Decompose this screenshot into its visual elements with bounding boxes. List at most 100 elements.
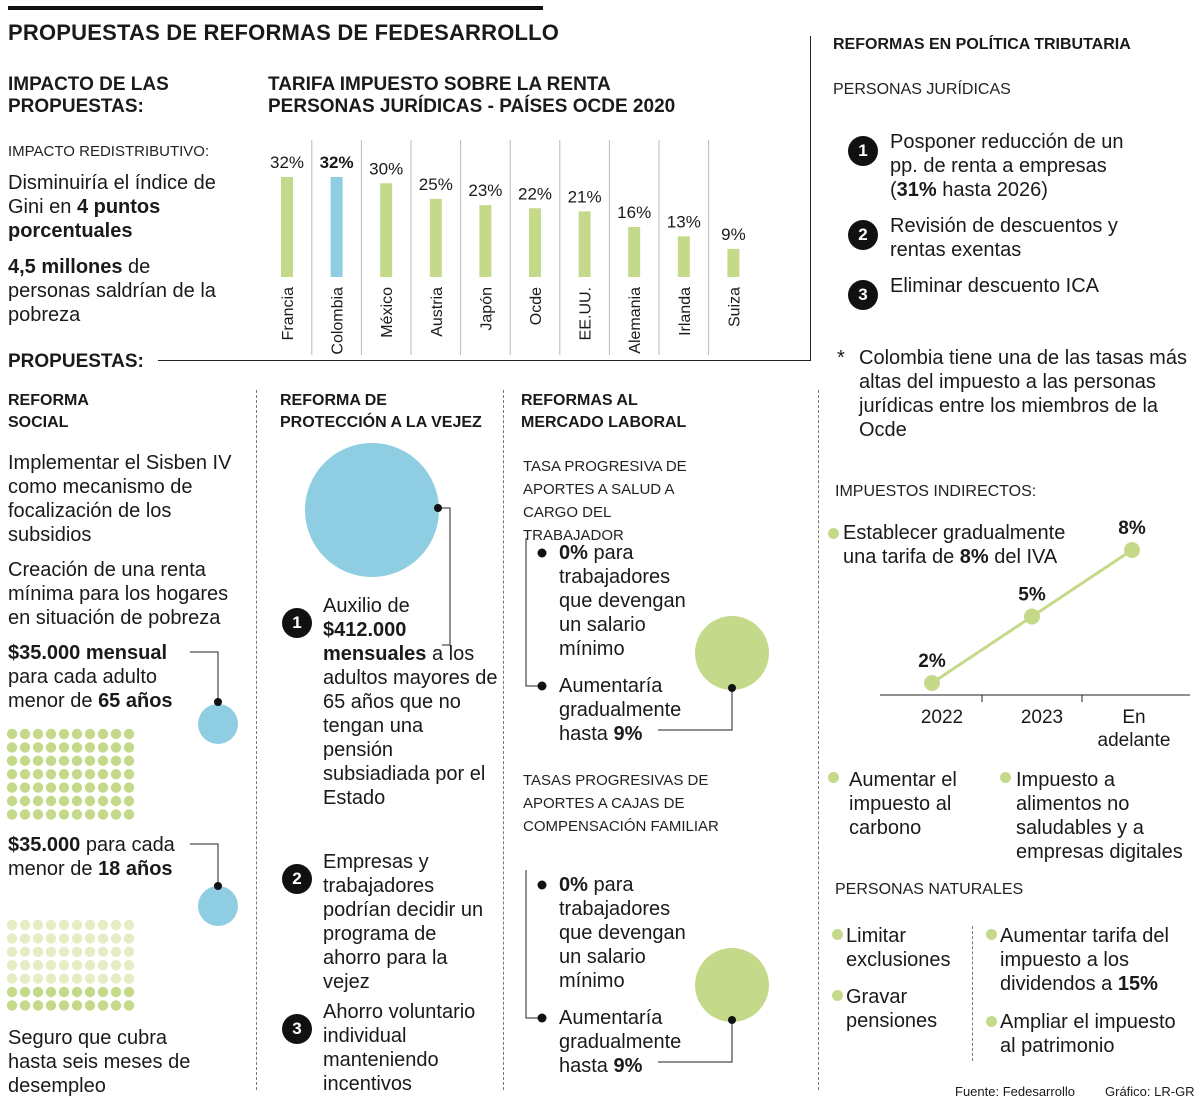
pobreza-bold: 4,5 millones bbox=[8, 256, 123, 278]
grid-dot bbox=[97, 755, 109, 766]
laboral-zero-cajas: 0% para trabajadores que devengan un sal… bbox=[559, 873, 709, 993]
grid-dot bbox=[71, 973, 83, 984]
bar-Ocde bbox=[529, 208, 541, 277]
social-p2: Creación de una renta mínima para los ho… bbox=[8, 559, 229, 629]
zero-dot bbox=[537, 880, 547, 890]
child-bubble bbox=[198, 886, 238, 926]
bar-Colombia bbox=[330, 177, 343, 277]
grid-dot bbox=[32, 809, 44, 820]
grid-dot bbox=[97, 986, 109, 998]
bar-label-Alemania: 16% bbox=[617, 203, 651, 222]
vejez-heading: REFORMA DE PROTECCIÓN A LA VEJEZ bbox=[280, 392, 482, 431]
grid-dot bbox=[6, 769, 18, 780]
bar-label-Irlanda: 13% bbox=[667, 212, 701, 231]
grid-dot bbox=[58, 1000, 70, 1011]
grid-dot bbox=[84, 973, 96, 984]
grid-dot bbox=[6, 946, 18, 957]
nine-dot bbox=[537, 681, 547, 691]
grid-dot bbox=[6, 960, 18, 971]
grid-dot bbox=[19, 1000, 31, 1011]
grid-dot bbox=[45, 1000, 57, 1011]
tributaria-heading: REFORMAS EN POLÍTICA TRIBUTARIA bbox=[833, 36, 1131, 53]
bar-label-México: 30% bbox=[369, 159, 403, 178]
naturales-label: PERSONAS NATURALES bbox=[835, 881, 1024, 898]
trib-item-bold: 31% bbox=[896, 179, 937, 201]
grid-dot bbox=[110, 1000, 122, 1011]
nine-dot bbox=[537, 1013, 547, 1023]
grid-dot bbox=[71, 755, 83, 766]
laboral-pointer-dot bbox=[728, 684, 736, 692]
grid-dot bbox=[32, 973, 44, 984]
adult-bold2: 65 años bbox=[98, 690, 173, 712]
vejez-item-pre: Auxilio de bbox=[323, 595, 410, 617]
iva-point-2022 bbox=[924, 675, 940, 691]
grid-dot bbox=[84, 919, 96, 931]
zero-bold: 0% bbox=[559, 874, 588, 896]
grid-dot bbox=[110, 809, 122, 820]
trib-item-pre: Revisión de descuentos y rentas exentas bbox=[890, 215, 1118, 261]
grid-dot bbox=[58, 782, 70, 793]
category-label-Japón: Japón bbox=[478, 287, 495, 331]
social-heading: REFORMA SOCIAL bbox=[8, 392, 89, 431]
grid-dot bbox=[97, 769, 109, 780]
grid-dot bbox=[32, 769, 44, 780]
trib-num-3: 3 bbox=[848, 280, 878, 310]
zero-bold: 0% bbox=[559, 542, 588, 564]
grid-dot bbox=[110, 728, 122, 740]
indirectos-label: IMPUESTOS INDIRECTOS: bbox=[835, 483, 1037, 500]
iva-label-2022: 2% bbox=[918, 651, 946, 672]
social-adult: $35.000 mensual para cada adulto menor d… bbox=[8, 641, 208, 713]
grid-dot bbox=[110, 782, 122, 793]
grid-dot bbox=[71, 933, 83, 944]
grid-dot bbox=[110, 933, 122, 944]
grid-dot bbox=[84, 795, 96, 807]
iva-pre: Establecer gradualmente una tarifa de bbox=[843, 522, 1066, 568]
grid-dot bbox=[19, 986, 31, 998]
adult-bubble bbox=[198, 704, 238, 744]
top-rule bbox=[8, 6, 543, 10]
naturales-sep bbox=[972, 926, 973, 1061]
iva-bullet bbox=[828, 528, 839, 539]
grid-dot bbox=[97, 742, 109, 753]
grid-dot bbox=[32, 728, 44, 740]
dividendos-text: Aumentar tarifa del impuesto a los divid… bbox=[1000, 924, 1195, 996]
category-label-Austria: Austria bbox=[429, 287, 446, 337]
grid-dot bbox=[32, 946, 44, 957]
chart-frame-right bbox=[810, 36, 811, 360]
vejez-pointer-dot bbox=[434, 504, 442, 512]
grid-dot bbox=[58, 919, 70, 931]
iva-year-en-adelante: En adelante bbox=[1098, 707, 1171, 751]
vejez-item-3: Ahorro voluntario individual manteniendo… bbox=[323, 1000, 498, 1096]
grid-dot bbox=[19, 782, 31, 793]
iva-point-2023 bbox=[1024, 608, 1040, 625]
grid-dot bbox=[97, 1000, 109, 1011]
grid-dot bbox=[19, 919, 31, 931]
iva-line-chart: 2% 2022 5% 2023 8% En adelante bbox=[880, 518, 1190, 751]
grid-dot bbox=[32, 795, 44, 807]
grid-dot bbox=[123, 755, 135, 766]
social-p1: Implementar el Sisben IV como mecanismo … bbox=[8, 452, 232, 546]
category-label-Irlanda: Irlanda bbox=[677, 287, 694, 336]
grid-dot bbox=[84, 946, 96, 957]
grid-dot bbox=[110, 769, 122, 780]
grid-dot bbox=[84, 742, 96, 753]
pobreza-rest: de personas saldrían de la pobreza bbox=[8, 256, 216, 326]
bar-EE.UU. bbox=[578, 211, 591, 277]
dividendos-pre: Aumentar tarifa del impuesto a los divid… bbox=[1000, 925, 1169, 995]
grid-dot bbox=[110, 986, 122, 998]
bar-Irlanda bbox=[677, 236, 690, 277]
grid-dot bbox=[58, 769, 70, 780]
gini-bold: 4 puntos porcentuales bbox=[8, 196, 161, 242]
grid-dot bbox=[58, 795, 70, 807]
bar-Suiza bbox=[727, 248, 740, 277]
grid-dot bbox=[32, 933, 44, 944]
grid-dot bbox=[123, 782, 135, 793]
nine-pre: Aumentaría gradualmente hasta bbox=[559, 1007, 682, 1077]
gravar-bullet bbox=[832, 990, 843, 1001]
category-label-Francia: Francia bbox=[280, 287, 297, 340]
grid-dot bbox=[123, 933, 135, 944]
footer-grafico: Gráfico: LR-GR bbox=[1105, 1084, 1195, 1099]
nine-pre: Aumentaría gradualmente hasta bbox=[559, 675, 682, 745]
trib-num-2: 2 bbox=[848, 220, 878, 250]
grid-dot bbox=[45, 973, 57, 984]
